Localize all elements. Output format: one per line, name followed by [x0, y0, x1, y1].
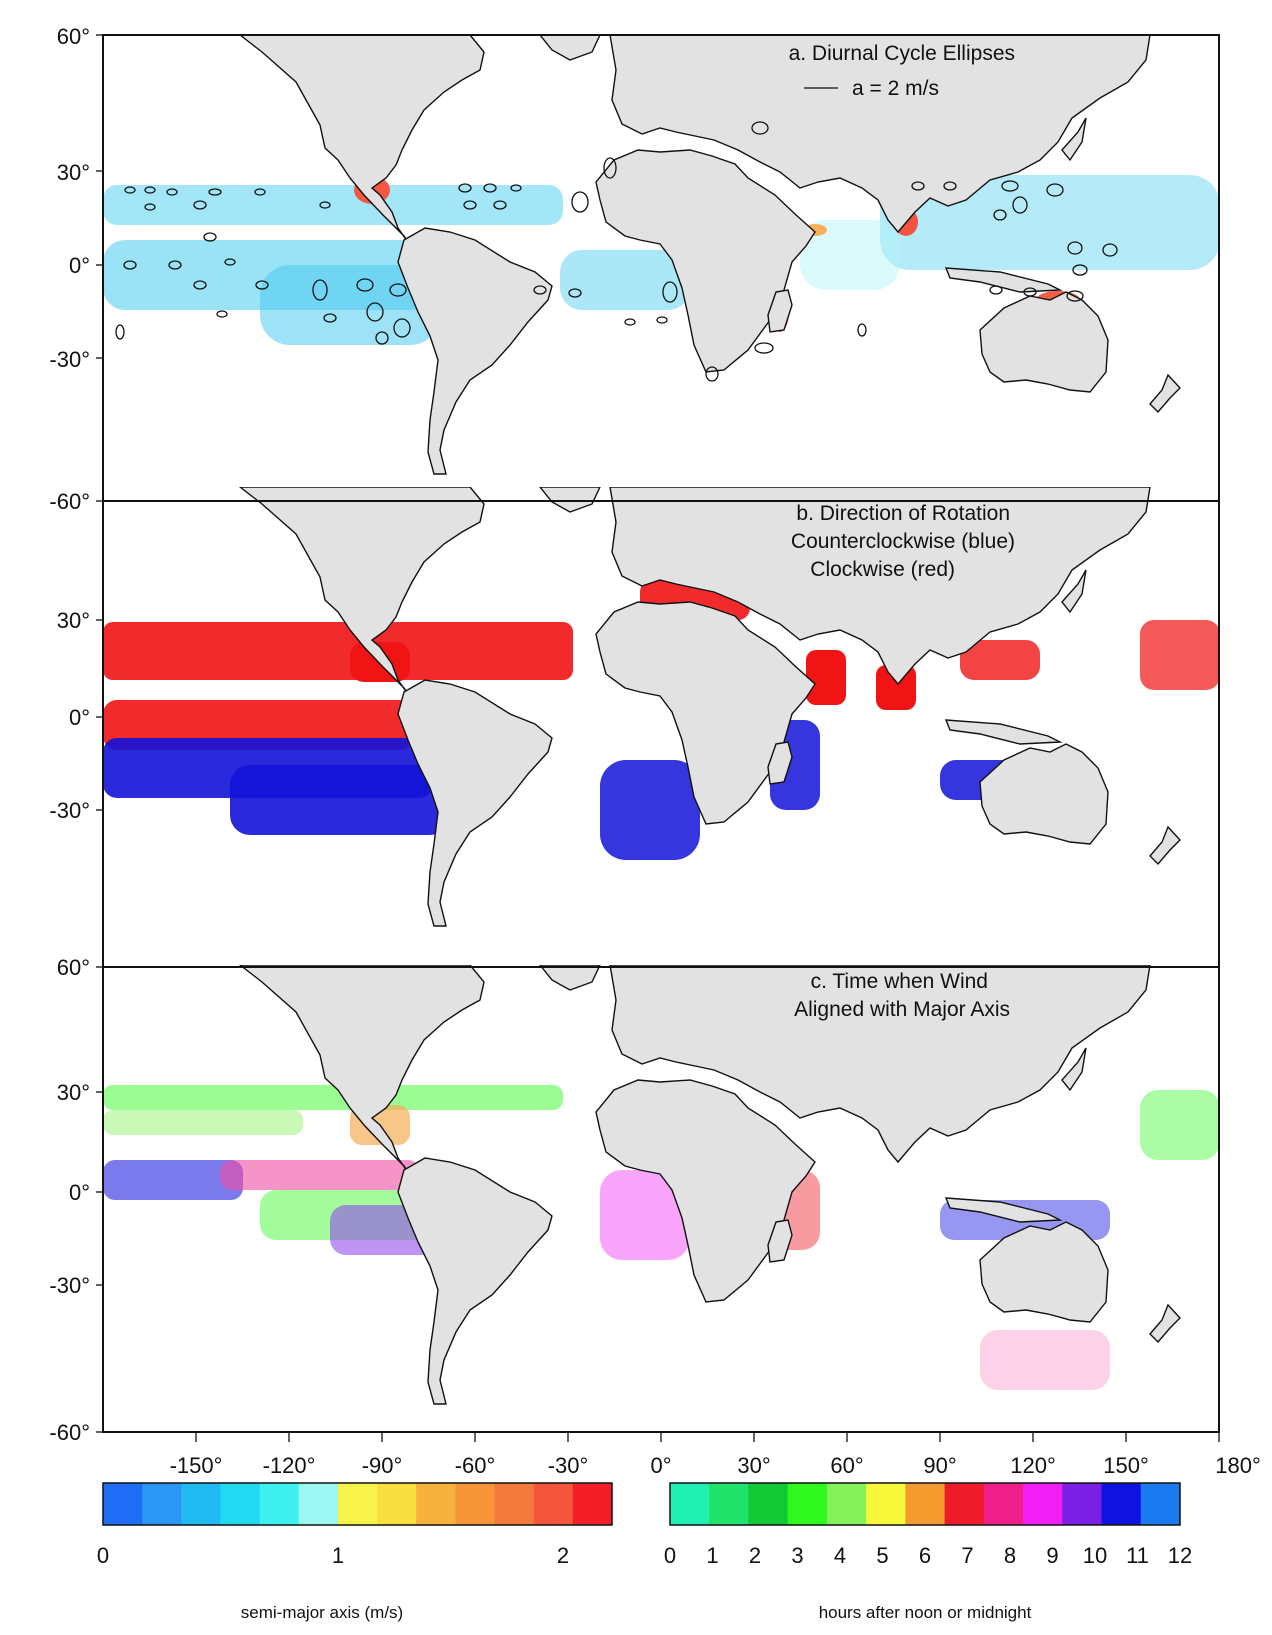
colorbar-swatch — [142, 1483, 182, 1525]
colorbar-swatch — [298, 1483, 339, 1525]
latitude-labels: 60° 30° 0° -30° -60° 30° 0° -30° 60° 30°… — [49, 24, 90, 1445]
lat-label-b-0: 0° — [69, 705, 90, 730]
colorbar-right-tick: 0 — [664, 1543, 676, 1568]
panel-c-title-line-2: Aligned with Major Axis — [794, 998, 1010, 1021]
colorbar-right-tick: 7 — [961, 1543, 973, 1568]
colorbar-right-tick: 12 — [1168, 1543, 1192, 1568]
panel-a: a. Diurnal Cycle Ellipses a = 2 m/s — [102, 34, 1220, 502]
colorbar-swatch — [181, 1483, 221, 1525]
colorbar-right-tick: 8 — [1004, 1543, 1016, 1568]
panel-b: b. Direction of Rotation Counterclockwis… — [102, 487, 1220, 968]
colorbar-right-tick: 2 — [749, 1543, 761, 1568]
lat-label-b-30n: 30° — [57, 608, 90, 633]
colorbar-swatch — [1023, 1483, 1063, 1525]
colorbar-right-tick: 6 — [919, 1543, 931, 1568]
colorbar-swatch — [670, 1483, 710, 1525]
lat-label-c-60n: 60° — [57, 955, 90, 980]
panel-b-title-line-3: Clockwise (red) — [810, 558, 955, 581]
colorbar-swatch — [1101, 1483, 1142, 1525]
colorbar-left-swatches — [103, 1483, 613, 1525]
colorbar-right-tick: 4 — [834, 1543, 846, 1568]
colorbar-swatch — [220, 1483, 261, 1525]
lat-label-c-60s: -60° — [49, 1420, 90, 1445]
colorbar-swatch — [455, 1483, 496, 1525]
colorbar-hours: 0 1 2 3 4 5 6 7 8 9 10 11 12 hours after noon or mid… — [664, 1482, 1192, 1622]
colorbar-swatch — [494, 1483, 535, 1525]
panel-c: c. Time when Wind Aligned with Major Axi… — [102, 965, 1220, 1433]
colorbar-left-title: semi-major axis (m/s) — [241, 1603, 403, 1622]
colorbar-swatch — [905, 1483, 946, 1525]
lat-label-a-30n: 30° — [57, 160, 90, 185]
colorbar-swatch — [103, 1483, 143, 1525]
lat-label-a-60s: -60° — [49, 489, 90, 514]
lon-label-90w: -90° — [362, 1453, 403, 1478]
colorbar-right-tick: 9 — [1046, 1543, 1058, 1568]
lon-label-60w: -60° — [455, 1453, 496, 1478]
lon-label-150w: -150° — [170, 1453, 223, 1478]
colorbar-swatch — [416, 1483, 456, 1525]
diurnal-ellipses — [115, 121, 1118, 382]
colorbar-swatch — [866, 1483, 906, 1525]
colorbar-left-tick-2: 2 — [557, 1543, 569, 1568]
colorbar-semi-major-axis: 0 1 2 semi-major axis (m/s) — [97, 1482, 613, 1622]
colorbar-swatch — [1140, 1483, 1181, 1525]
colorbar-right-swatches — [670, 1483, 1181, 1525]
scale-bar-label: a = 2 m/s — [852, 77, 939, 100]
colorbar-left-tick-0: 0 — [97, 1543, 109, 1568]
longitude-ticks — [195, 1432, 1220, 1442]
lat-label-a-60n: 60° — [57, 24, 90, 49]
lon-label-0: 0° — [650, 1453, 671, 1478]
colorbar-swatch — [337, 1483, 378, 1525]
colorbar-right-title: hours after noon or midnight — [819, 1603, 1032, 1622]
lon-label-150e: 150° — [1103, 1453, 1149, 1478]
lat-label-c-0: 0° — [69, 1180, 90, 1205]
lat-label-c-30n: 30° — [57, 1080, 90, 1105]
colorbar-swatch — [572, 1483, 613, 1525]
panel-b-title-line-1: b. Direction of Rotation — [796, 502, 1010, 525]
colorbar-swatch — [983, 1483, 1024, 1525]
latitude-ticks — [96, 34, 103, 1433]
lon-label-90e: 90° — [923, 1453, 956, 1478]
lon-label-60e: 60° — [830, 1453, 863, 1478]
colorbar-swatch — [787, 1483, 828, 1525]
lat-label-a-0: 0° — [69, 253, 90, 278]
colorbar-swatch — [748, 1483, 789, 1525]
colorbar-right-tick: 1 — [706, 1543, 718, 1568]
lon-label-120w: -120° — [263, 1453, 316, 1478]
colorbar-swatch — [944, 1483, 985, 1525]
colorbar-swatch — [259, 1483, 300, 1525]
lat-label-a-30s: -30° — [49, 347, 90, 372]
lat-label-b-30s: -30° — [49, 798, 90, 823]
colorbar-swatch — [826, 1483, 867, 1525]
lon-label-30w: -30° — [548, 1453, 589, 1478]
panel-b-title-line-2: Counterclockwise (blue) — [791, 530, 1015, 553]
colorbar-swatch — [709, 1483, 749, 1525]
colorbar-right-tick: 3 — [791, 1543, 803, 1568]
lon-label-120e: 120° — [1010, 1453, 1056, 1478]
colorbar-right-tick: 5 — [876, 1543, 888, 1568]
colorbar-right-tick: 10 — [1083, 1543, 1107, 1568]
lon-label-180: 180° — [1215, 1453, 1261, 1478]
colorbar-swatch — [377, 1483, 417, 1525]
rotation-direction-fill — [103, 580, 1219, 860]
colorbar-swatch — [1062, 1483, 1103, 1525]
panel-a-title: a. Diurnal Cycle Ellipses — [789, 42, 1015, 65]
colorbar-right-ticks: 0 1 2 3 4 5 6 7 8 9 10 11 12 — [664, 1543, 1192, 1568]
lon-label-30e: 30° — [737, 1453, 770, 1478]
colorbar-left-tick-1: 1 — [332, 1543, 344, 1568]
panel-c-title-line-1: c. Time when Wind — [811, 970, 988, 993]
lat-label-c-30s: -30° — [49, 1273, 90, 1298]
colorbar-swatch — [533, 1483, 574, 1525]
longitude-labels: -150° -120° -90° -60° -30° 0° 30° 60° 90… — [170, 1453, 1261, 1478]
colorbar-right-tick: 11 — [1126, 1543, 1149, 1568]
